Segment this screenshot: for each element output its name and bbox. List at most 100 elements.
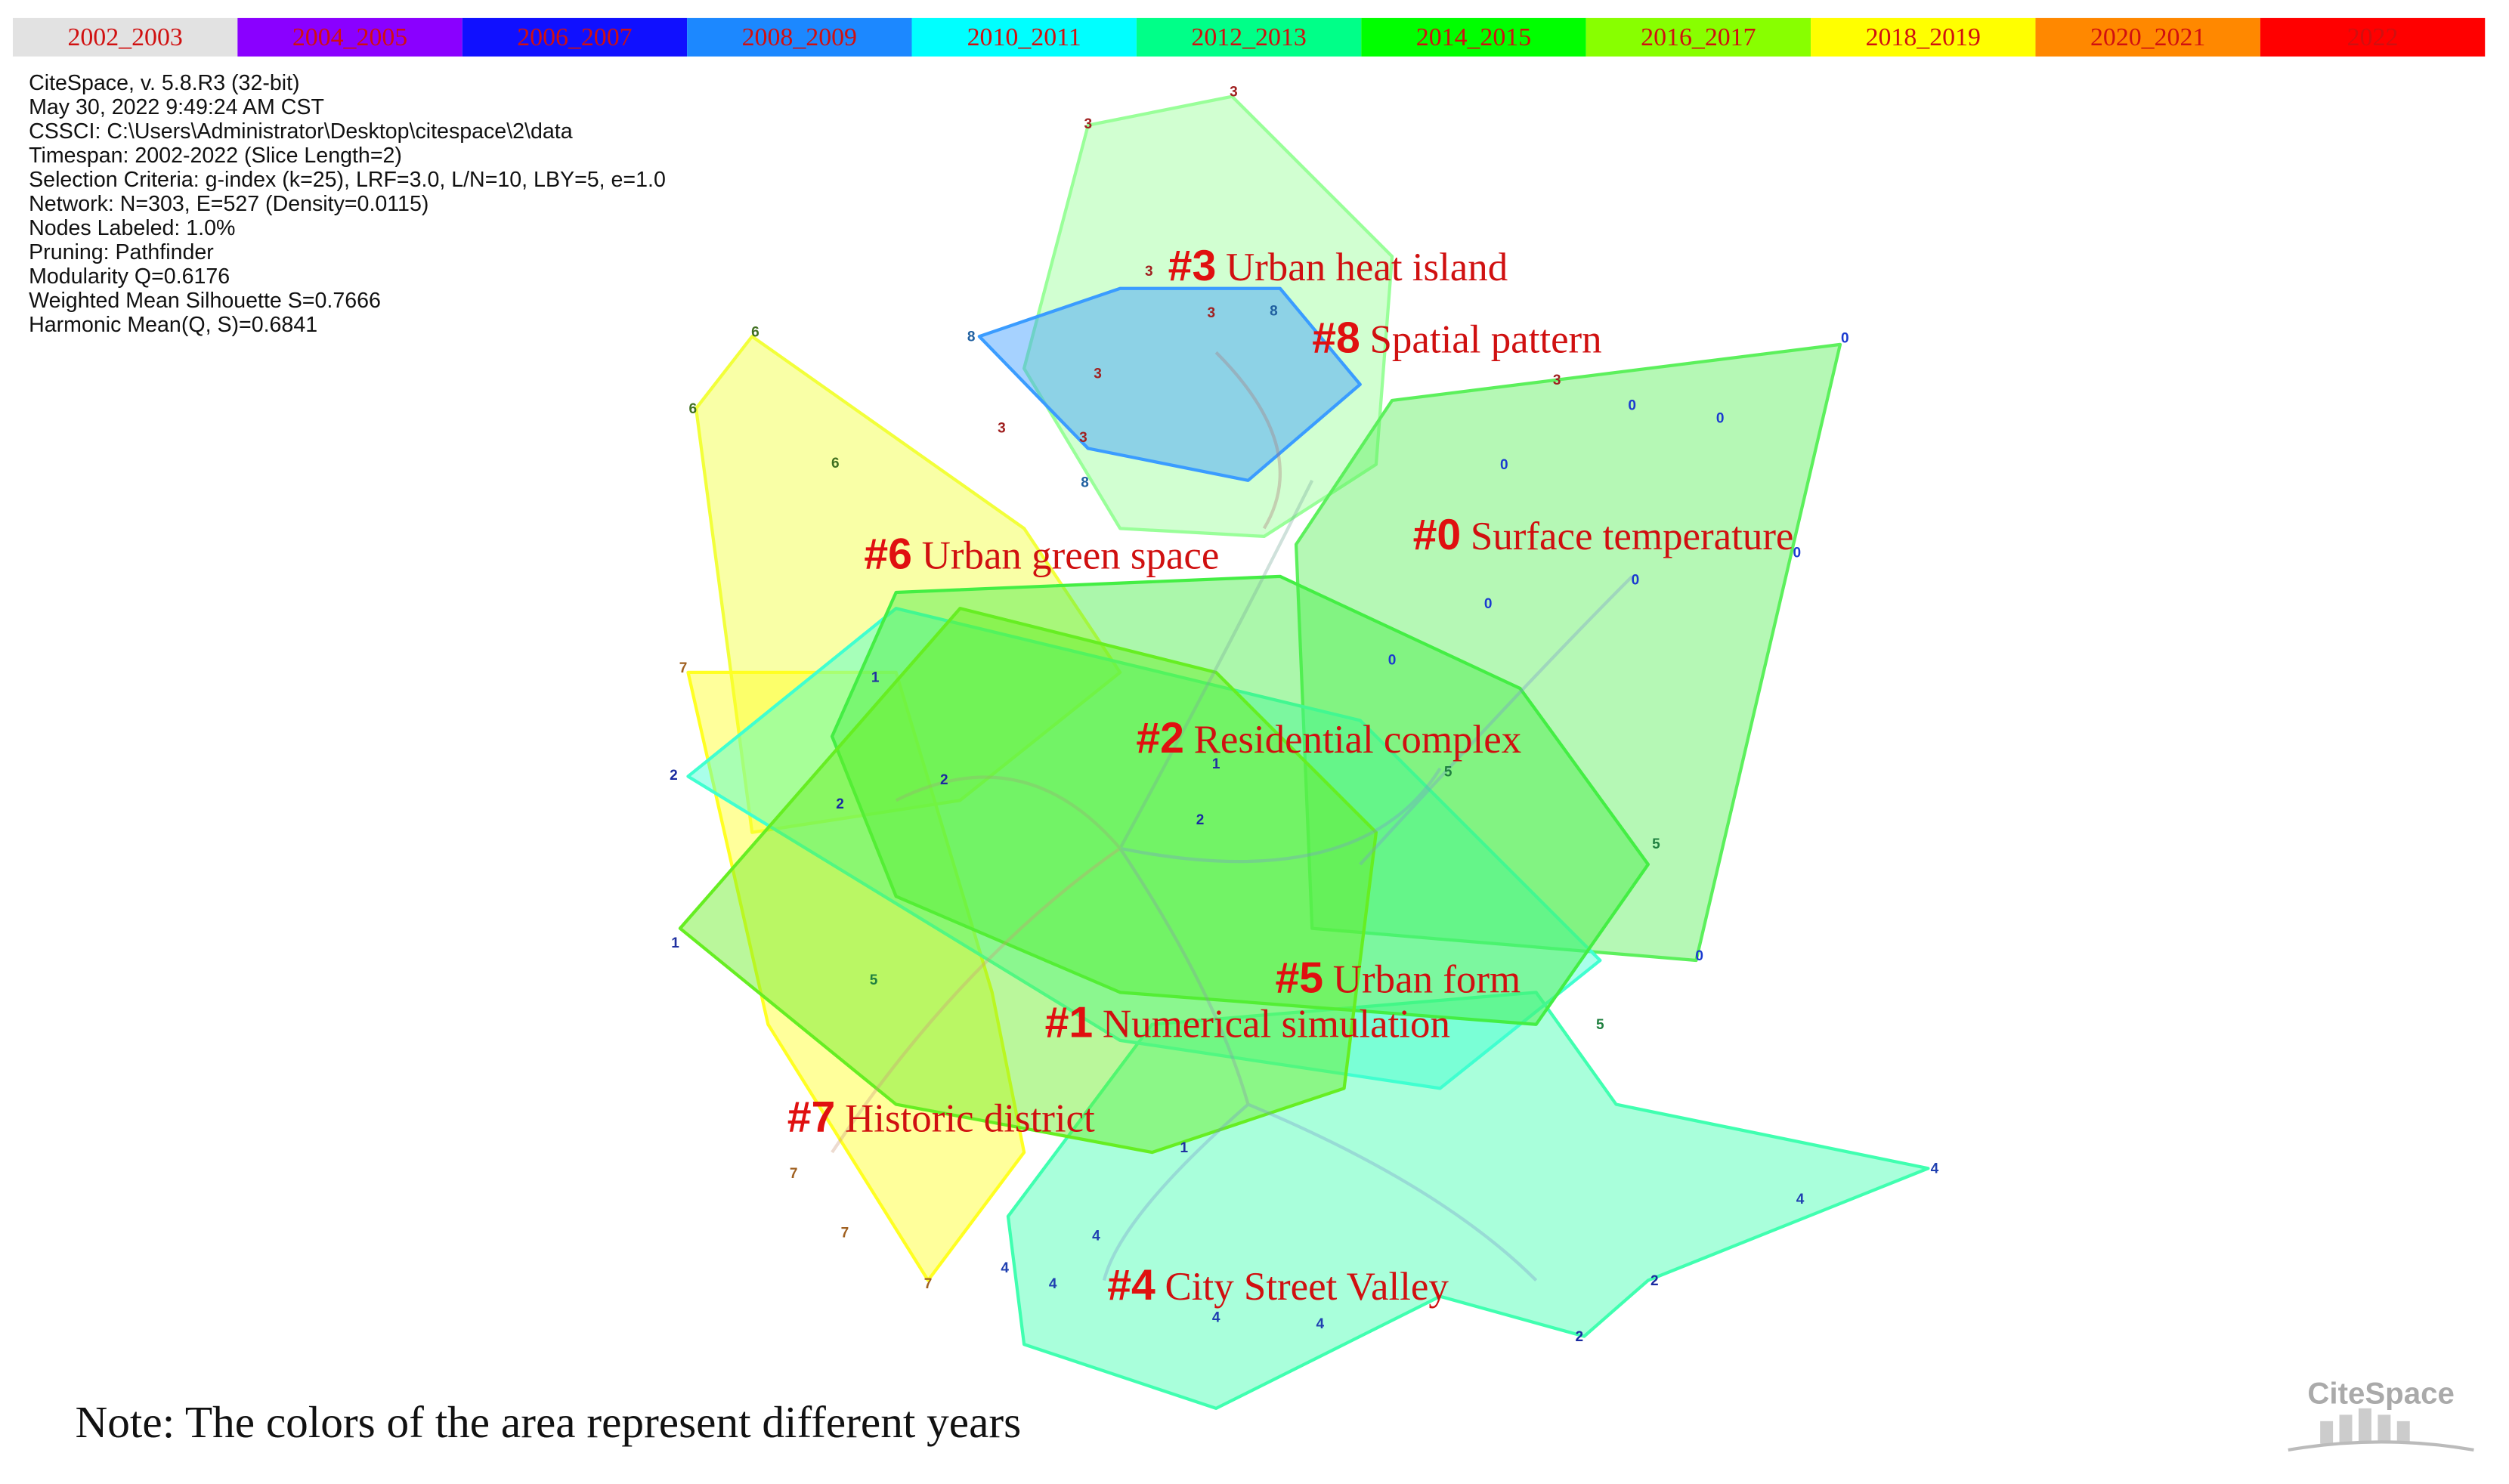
node-label: 0 [1484, 596, 1493, 612]
node-label: 4 [1316, 1316, 1325, 1332]
cluster-id: #8 [1312, 314, 1360, 362]
cluster-label: #3 Urban heat island [1168, 242, 1508, 290]
node-label: 2 [1576, 1329, 1584, 1345]
cluster-label: #5 Urban form [1276, 954, 1521, 1002]
node-label: 5 [1652, 836, 1660, 852]
node-label: 7 [841, 1225, 849, 1241]
node-label: 7 [924, 1276, 933, 1292]
logo: CiteSpace [2307, 1377, 2454, 1411]
node-label: 4 [1212, 1310, 1220, 1326]
info-line: Weighted Mean Silhouette S=0.7666 [29, 289, 381, 313]
node-label: 8 [1081, 475, 1089, 490]
node-label: 1 [871, 670, 880, 686]
info-line: Nodes Labeled: 1.0% [29, 216, 235, 240]
info-line: Timespan: 2002-2022 (Slice Length=2) [29, 144, 402, 168]
node-label: 2 [670, 768, 678, 784]
node-label: 6 [831, 456, 840, 471]
edge [1119, 767, 1442, 864]
legend-swatch [462, 17, 688, 57]
node-label: 0 [1388, 652, 1397, 668]
edge [1118, 847, 1250, 1105]
legend-label: 2010_2011 [967, 23, 1081, 51]
cluster-labels: #3 Urban heat island #8 Spatial pattern #0 Su… [787, 242, 1794, 1309]
node-label: 4 [1092, 1229, 1100, 1244]
cluster-area [1022, 94, 1394, 539]
info-line: Modularity Q=0.6176 [29, 264, 230, 289]
legend-swatch [2260, 17, 2486, 57]
node-label: 2 [940, 772, 948, 788]
node-label: 7 [679, 660, 688, 676]
cluster-name: Urban form [1333, 957, 1521, 1001]
legend-swatch [911, 17, 1137, 57]
legend-label: 2016_2017 [1641, 23, 1756, 51]
cluster-name: Residential complex [1194, 718, 1522, 762]
legend-label: 2002_2003 [67, 23, 182, 51]
cluster-label: #7 Historic district [787, 1093, 1095, 1142]
cluster-area [686, 607, 1602, 1090]
logo-arc [2288, 1440, 2474, 1452]
node-label: 3 [1094, 366, 1102, 382]
info-line: CiteSpace, v. 5.8.R3 (32-bit) [29, 71, 299, 95]
legend-swatch [2035, 17, 2260, 57]
info-line: Network: N=303, E=527 (Density=0.0115) [29, 192, 428, 216]
cluster-id: #1 [1045, 999, 1094, 1047]
node-label: 1 [1212, 756, 1220, 772]
cluster-label: #2 Residential complex [1136, 714, 1521, 762]
node-label: 6 [751, 324, 760, 340]
cluster-name: Urban heat island [1226, 246, 1508, 289]
legend-label: 2014_2015 [1416, 23, 1531, 51]
cluster-area [1294, 342, 1842, 963]
cluster-id: #2 [1136, 714, 1184, 762]
edge [895, 775, 1121, 850]
logo-bar [2378, 1414, 2391, 1444]
node-label: 3 [1145, 264, 1153, 280]
node-label: 0 [1841, 331, 1849, 347]
node-label: 0 [1695, 948, 1703, 964]
node-label: 2 [1650, 1273, 1659, 1289]
edges [831, 351, 1634, 1281]
legend-swatch [1811, 17, 2036, 57]
cluster-label: #0 Surface temperature [1413, 511, 1794, 559]
node-label: 3 [1553, 373, 1561, 388]
note: Note: The colors of the area represent d… [76, 1397, 1022, 1447]
node-label: 0 [1632, 572, 1640, 588]
info-line: Pruning: Pathfinder [29, 240, 214, 264]
cluster-area [830, 574, 1650, 1026]
legend-label: 2020_2021 [2090, 23, 2205, 51]
edge [1102, 1102, 1249, 1281]
node-label: 5 [1596, 1017, 1604, 1033]
nodes: 3 3 6 6 6 8 3 3 8 3 3 3 8 0 0 0 0 0 0 0 7 1 2 1 2 2 5 7 7 7 4 4 4 4 4 4 2 2 5 0… [670, 85, 1938, 1345]
node-label: 3 [998, 420, 1006, 436]
node-label: 3 [1208, 305, 1216, 321]
legend-swatch [687, 17, 912, 57]
node-label: 6 [689, 401, 698, 417]
node-label: 7 [790, 1166, 798, 1182]
legend-swatch [237, 17, 463, 57]
cluster-area [694, 335, 1122, 834]
logo-bar [2339, 1414, 2353, 1444]
node-label: 0 [1793, 545, 1801, 561]
cluster-id: #4 [1107, 1261, 1156, 1309]
cluster-area [977, 286, 1362, 482]
cluster-label: #4 City Street Valley [1107, 1261, 1449, 1309]
edge [1359, 575, 1634, 866]
cluster-areas [678, 94, 1930, 1410]
logo-bar [2358, 1408, 2371, 1444]
legend-swatch [1136, 17, 1362, 57]
edge [1118, 479, 1314, 849]
node-label: 0 [1628, 398, 1636, 414]
edge [1214, 351, 1282, 530]
logo-bar [2320, 1421, 2334, 1444]
legend-swatch [1586, 17, 1811, 57]
legend-label: 2018_2019 [1866, 23, 1981, 51]
cluster-id: #7 [787, 1093, 836, 1142]
node-label: 4 [1049, 1276, 1057, 1292]
edge [831, 847, 1121, 1154]
cluster-id: #6 [864, 530, 912, 578]
logo-group: CiteSpace [2288, 1377, 2474, 1452]
legend-label: 2008_2009 [742, 23, 857, 51]
node-label: 1 [671, 935, 679, 951]
logo-bar [2396, 1421, 2410, 1444]
info-line: Harmonic Mean(Q, S)=0.6841 [29, 313, 317, 337]
